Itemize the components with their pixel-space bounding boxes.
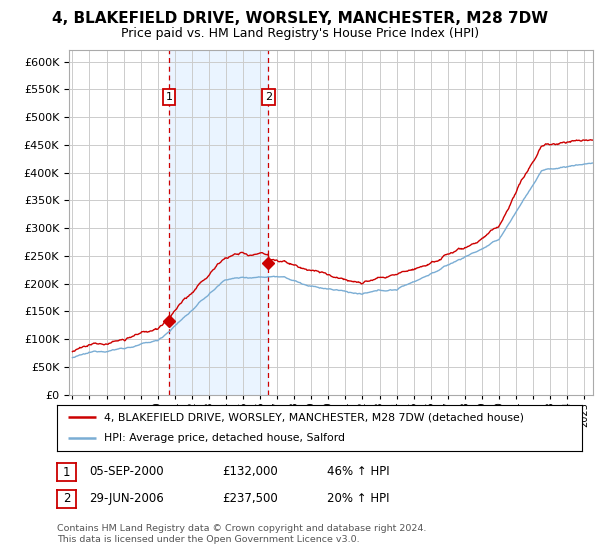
Text: 20% ↑ HPI: 20% ↑ HPI (327, 492, 389, 505)
Text: 46% ↑ HPI: 46% ↑ HPI (327, 465, 389, 478)
Text: 29-JUN-2006: 29-JUN-2006 (89, 492, 164, 505)
Text: 1: 1 (166, 92, 173, 102)
Text: 2: 2 (63, 492, 70, 506)
Text: £237,500: £237,500 (222, 492, 278, 505)
Text: Price paid vs. HM Land Registry's House Price Index (HPI): Price paid vs. HM Land Registry's House … (121, 27, 479, 40)
Text: £132,000: £132,000 (222, 465, 278, 478)
Text: This data is licensed under the Open Government Licence v3.0.: This data is licensed under the Open Gov… (57, 535, 359, 544)
Text: 4, BLAKEFIELD DRIVE, WORSLEY, MANCHESTER, M28 7DW: 4, BLAKEFIELD DRIVE, WORSLEY, MANCHESTER… (52, 11, 548, 26)
Bar (169, 50, 268, 395)
Text: 1: 1 (63, 465, 70, 479)
Text: Contains HM Land Registry data © Crown copyright and database right 2024.: Contains HM Land Registry data © Crown c… (57, 524, 427, 533)
Text: HPI: Average price, detached house, Salford: HPI: Average price, detached house, Salf… (104, 433, 345, 444)
Text: 2: 2 (265, 92, 272, 102)
Text: 05-SEP-2000: 05-SEP-2000 (89, 465, 163, 478)
Text: 4, BLAKEFIELD DRIVE, WORSLEY, MANCHESTER, M28 7DW (detached house): 4, BLAKEFIELD DRIVE, WORSLEY, MANCHESTER… (104, 412, 524, 422)
